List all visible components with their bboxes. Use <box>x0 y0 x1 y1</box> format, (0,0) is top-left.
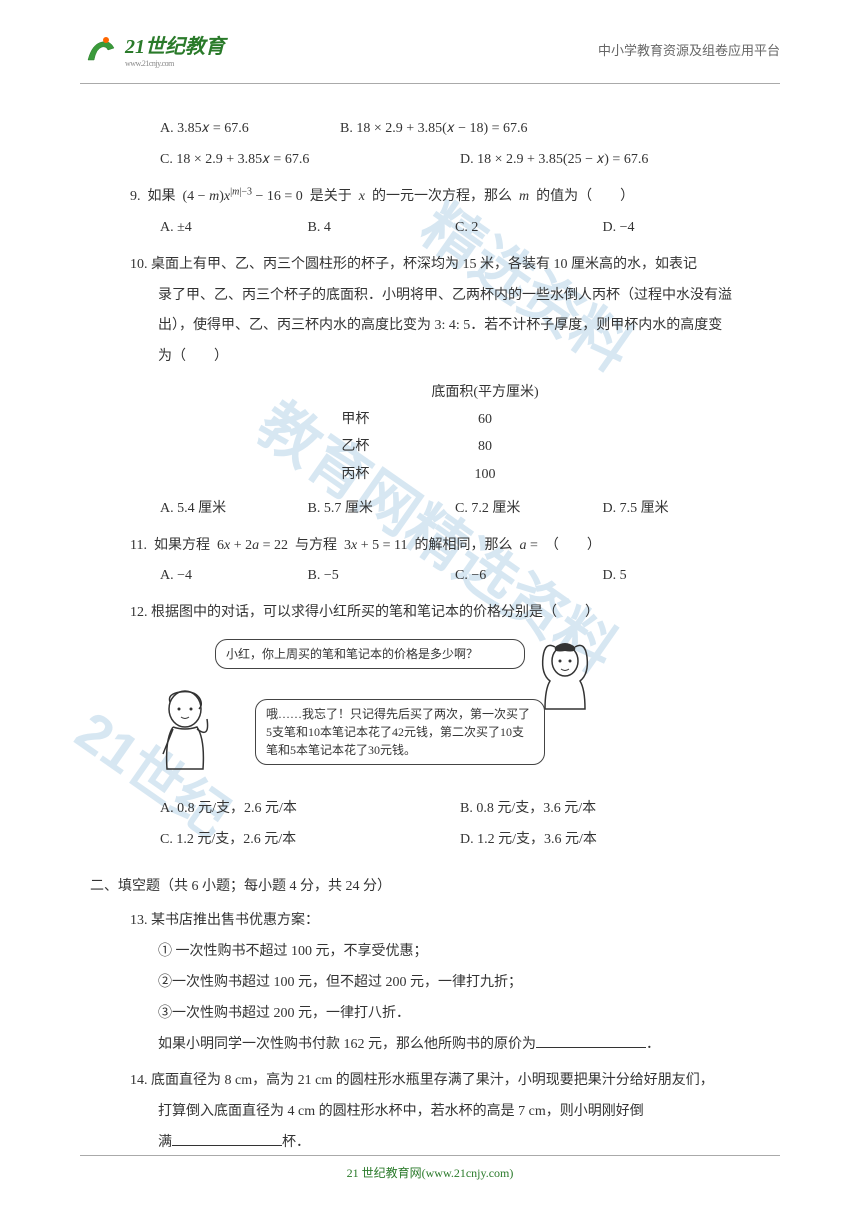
q12-options-row1: A. 0.8 元/支，2.6 元/本 B. 0.8 元/支，3.6 元/本 <box>160 794 750 825</box>
q10-stem-line3: 出），使得甲、乙、丙三杯内水的高度比变为 3: 4: 5．若不计杯子厚度，则甲杯… <box>130 311 750 342</box>
q10-option-c: C. 7.2 厘米 <box>455 494 603 525</box>
q9-stem: 9. 如果 (4 − m)x|m|−3 − 16 = 0 是关于 x 的一元一次… <box>130 182 750 213</box>
q9-option-d: D. −4 <box>603 213 751 244</box>
q13-line3: ③一次性购书超过 200 元，一律打八折． <box>130 999 750 1030</box>
header-subtitle: 中小学教育资源及组卷应用平台 <box>598 40 780 59</box>
person-left-icon <box>155 689 215 774</box>
logo-icon <box>80 32 120 67</box>
logo-url: www.21cnjy.com <box>125 59 225 68</box>
q11-stem: 11. 如果方程 6x + 2a = 22 与方程 3x + 5 = 11 的解… <box>130 531 750 562</box>
q10-row3-val: 100 <box>401 462 568 487</box>
q10-option-a: A. 5.4 厘米 <box>160 494 308 525</box>
q12-dialog-image: 小红，你上周买的笔和笔记本的价格是多少啊？ 哦……我忘了！只记得先后买了两次，第… <box>150 639 600 784</box>
q12-option-a: A. 0.8 元/支，2.6 元/本 <box>160 794 460 825</box>
q10-row2-val: 80 <box>401 434 568 459</box>
q14-stem-line2: 打算倒入底面直径为 4 cm 的圆柱形水杯中，若水杯的高是 7 cm，则小明刚好… <box>130 1097 750 1128</box>
q8-option-d: D. 18 × 2.9 + 3.85(25 − 𝑥) = 67.6 <box>460 145 648 176</box>
q11-option-a: A. −4 <box>160 561 308 592</box>
q9-option-a: A. ±4 <box>160 213 308 244</box>
q8-option-c: C. 18 × 2.9 + 3.85𝑥 = 67.6 <box>160 145 460 176</box>
q13-line2: ②一次性购书超过 100 元，但不超过 200 元，一律打九折； <box>130 968 750 999</box>
q13-line4-after: ． <box>646 1037 660 1052</box>
person-right-icon <box>535 639 595 714</box>
q10-option-b: B. 5.7 厘米 <box>308 494 456 525</box>
q10-options: A. 5.4 厘米 B. 5.7 厘米 C. 7.2 厘米 D. 7.5 厘米 <box>160 494 750 525</box>
q11-option-d: D. 5 <box>603 561 751 592</box>
header-divider <box>80 83 780 84</box>
logo-text: 21世纪教育 <box>125 30 225 59</box>
q8-options-row2: C. 18 × 2.9 + 3.85𝑥 = 67.6 D. 18 × 2.9 +… <box>160 145 750 176</box>
q10-stem-line1: 10. 桌面上有甲、乙、丙三个圆柱形的杯子，杯深均为 15 米，各装有 10 厘… <box>130 250 750 281</box>
q10-row2-label: 乙杯 <box>311 434 399 459</box>
q8-option-b: B. 18 × 2.9 + 3.85(𝑥 − 18) = 67.6 <box>340 114 528 145</box>
blank-fill <box>172 1132 282 1146</box>
content-area: A. 3.85𝑥 = 67.6 B. 18 × 2.9 + 3.85(𝑥 − 1… <box>0 114 860 1159</box>
q11-option-b: B. −5 <box>308 561 456 592</box>
blank-fill <box>536 1034 646 1048</box>
: B. 0.8 元/支，3.6 元/本 <box>460 794 596 825</box>
q10-row3-label: 丙杯 <box>311 462 399 487</box>
q14-after: 杯． <box>282 1135 310 1150</box>
page-footer: 21 世纪教育网(www.21cnjy.com) <box>0 1155 860 1181</box>
q10-stem-line2: 录了甲、乙、丙三个杯子的底面积．小明将甲、乙两杯内的一些水倒人丙杯（过程中水没有… <box>130 281 750 312</box>
q9-options: A. ±4 B. 4 C. 2 D. −4 <box>160 213 750 244</box>
q10-row1-val: 60 <box>401 407 568 432</box>
footer-text: 21 世纪教育网(www.21cnjy.com) <box>0 1164 860 1181</box>
q14-before: 满 <box>158 1135 172 1150</box>
q9-option-c: C. 2 <box>455 213 603 244</box>
q11-options: A. −4 B. −5 C. −6 D. 5 <box>160 561 750 592</box>
q9-option-b: B. 4 <box>308 213 456 244</box>
q12-stem: 12. 根据图中的对话，可以求得小红所买的笔和笔记本的价格分别是（ ） <box>130 598 750 629</box>
q12-options-row2: C. 1.2 元/支，2.6 元/本 D. 1.2 元/支，3.6 元/本 <box>160 825 750 856</box>
section2-title: 二、填空题（共 6 小题；每小题 4 分，共 24 分） <box>90 872 750 903</box>
q8-option-a: A. 3.85𝑥 = 67.6 <box>160 114 340 145</box>
q13-line1: ① 一次性购书不超过 100 元，不享受优惠； <box>130 937 750 968</box>
q14-stem-line3: 满 杯． <box>130 1128 750 1159</box>
q13-stem: 13. 某书店推出售书优惠方案： <box>130 906 750 937</box>
q10-row1-label: 甲杯 <box>311 407 399 432</box>
speech-bubble-2: 哦……我忘了！只记得先后买了两次，第一次买了5支笔和10本笔记本花了42元钱，第… <box>255 699 545 765</box>
speech-bubble-1: 小红，你上周买的笔和笔记本的价格是多少啊？ <box>215 639 525 669</box>
q12-option-d: D. 1.2 元/支，3.6 元/本 <box>460 825 597 856</box>
page-header: 21世纪教育 www.21cnjy.com 中小学教育资源及组卷应用平台 <box>0 0 860 78</box>
q8-options-row1: A. 3.85𝑥 = 67.6 B. 18 × 2.9 + 3.85(𝑥 − 1… <box>160 114 750 145</box>
q10-stem-line4: 为（ ） <box>130 342 750 373</box>
q10-table-header: 底面积(平方厘米) <box>401 380 568 405</box>
q13-line4-before: 如果小明同学一次性购书付款 162 元，那么他所购书的原价为 <box>158 1037 536 1052</box>
q11-option-c: C. −6 <box>455 561 603 592</box>
q10-table: 底面积(平方厘米) 甲杯60 乙杯80 丙杯100 <box>130 378 750 489</box>
q10-option-d: D. 7.5 厘米 <box>603 494 751 525</box>
q12-option-c: C. 1.2 元/支，2.6 元/本 <box>160 825 460 856</box>
q14-stem-line1: 14. 底面直径为 8 cm，高为 21 cm 的圆柱形水瓶里存满了果汁，小明现… <box>130 1066 750 1097</box>
logo: 21世纪教育 www.21cnjy.com <box>80 30 225 68</box>
q13-line4: 如果小明同学一次性购书付款 162 元，那么他所购书的原价为 ． <box>130 1030 750 1061</box>
